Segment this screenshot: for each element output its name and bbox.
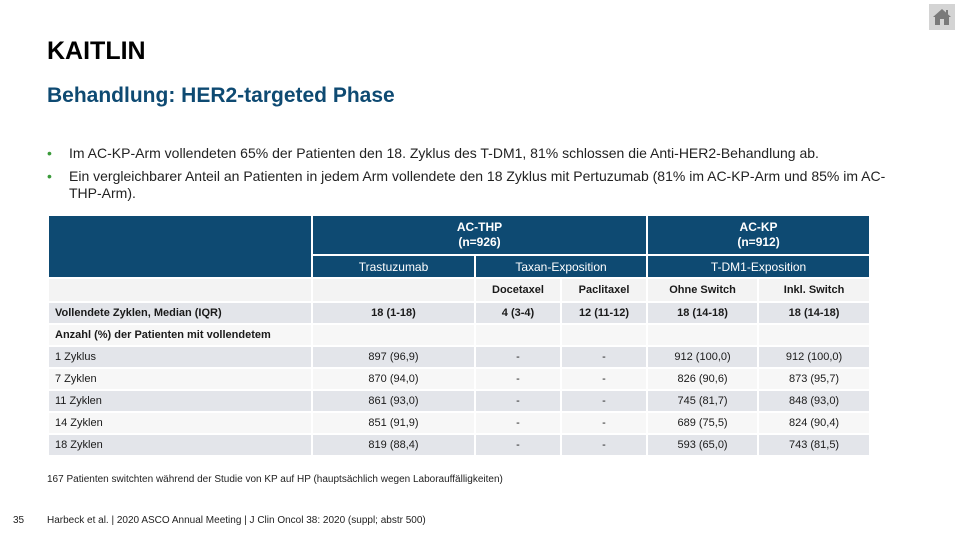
table-corner-cell	[47, 214, 313, 279]
header-inkl-switch: Inkl. Switch	[757, 277, 872, 303]
citation: Harbeck et al. | 2020 ASCO Annual Meetin…	[47, 515, 426, 526]
empty-cell	[47, 277, 313, 303]
empty-cell	[311, 277, 476, 303]
table-row: 14 Zyklen 851 (91,9) - - 689 (75,5) 824 …	[47, 411, 872, 435]
results-table: AC-THP (n=926) AC-KP (n=912) Trastuzumab T…	[47, 214, 872, 457]
group-header-ac-kp: AC-KP (n=912)	[646, 214, 872, 256]
group-header-ac-thp: AC-THP (n=926)	[310, 214, 649, 256]
bullet-dot-icon: •	[47, 168, 52, 184]
bullet-item: • Im AC-KP-Arm vollendeten 65% der Patien…	[47, 145, 819, 161]
header-ohne-switch: Ohne Switch	[646, 277, 760, 303]
table-sub-header-row: Trastuzumab Taxan-Exposition T-DM1-Expos…	[48, 254, 872, 279]
table-footnote: 167 Patienten switchten während der Stud…	[47, 474, 503, 485]
table-group-header-row: AC-THP (n=926) AC-KP (n=912)	[47, 214, 872, 279]
home-button[interactable]	[929, 4, 955, 30]
home-icon	[933, 9, 951, 25]
slide-subtitle: Behandlung: HER2-targeted Phase	[47, 84, 395, 107]
slide-title: KAITLIN	[47, 37, 146, 65]
table-section-row: Anzahl (%) der Patienten mit vollendetem	[47, 323, 872, 347]
table-row: 11 Zyklen 861 (93,0) - - 745 (81,7) 848 …	[47, 389, 872, 413]
bullet-item: • Ein vergleichbarer Anteil an Patienten …	[47, 168, 886, 201]
sub-header-taxan: Taxan-Exposition	[473, 254, 649, 279]
bullet-dot-icon: •	[47, 145, 52, 161]
table-row-median: Vollendete Zyklen, Median (IQR) 18 (1-18…	[47, 301, 872, 325]
header-docetaxel: Docetaxel	[474, 277, 562, 303]
table-row: 1 Zyklus 897 (96,9) - - 912 (100,0) 912 …	[47, 345, 872, 369]
sub-header-trastuzumab: Trastuzumab	[311, 254, 476, 279]
header-paclitaxel: Paclitaxel	[559, 277, 649, 303]
table-sub-sub-header-row: Docetaxel Paclitaxel Ohne Switch Inkl. S…	[47, 277, 872, 303]
sub-header-tdm1: T-DM1-Exposition	[646, 254, 872, 279]
bullet-list: • Im AC-KP-Arm vollendeten 65% der Patien…	[47, 145, 907, 208]
page-number: 35	[13, 515, 25, 526]
table-row: 18 Zyklen 819 (88,4) - - 593 (65,0) 743 …	[47, 433, 872, 457]
table-row: 7 Zyklen 870 (94,0) - - 826 (90,6) 873 (…	[47, 367, 872, 391]
